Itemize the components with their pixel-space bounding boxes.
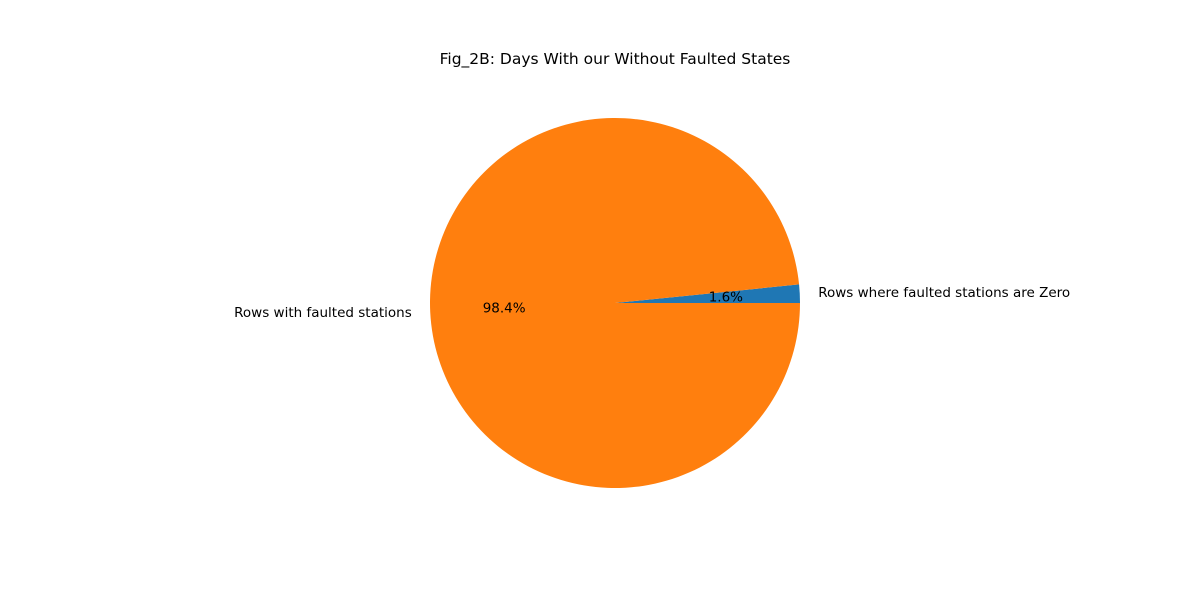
slice-label-1: Rows with faulted stations [234,305,412,321]
pie-slice-0 [615,284,801,303]
pie-labels: Rows where faulted stations are Zero 1.6%… [234,285,1070,321]
chart-title: Fig_2B: Days With our Without Faulted St… [440,50,791,69]
slice-pct-label-1: 98.4% [483,301,526,317]
pie-slice-1 [430,118,800,489]
slice-pct-label-0: 1.6% [709,289,743,305]
slice-label-0: Rows where faulted stations are Zero [818,285,1070,301]
pie-slices [430,118,801,489]
